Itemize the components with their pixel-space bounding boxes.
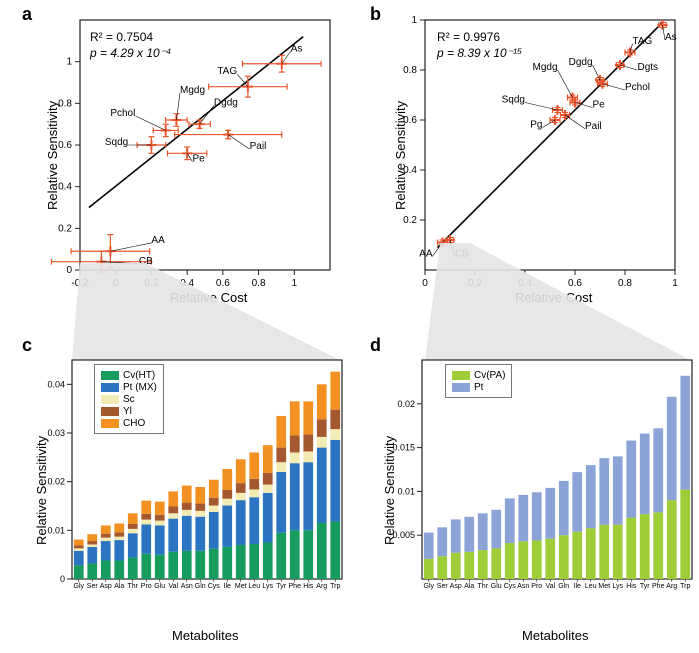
legend-label: Pt (MX) [123,382,157,393]
svg-text:Arg: Arg [666,583,677,590]
svg-text:Ser: Ser [437,583,449,590]
legend-c: Cv(HT)Pt (MX)ScYlCHO [94,364,164,434]
y-label-c: Relative Sensitivity [34,436,49,545]
svg-text:Tyr: Tyr [276,583,286,590]
legend-item: CHO [101,417,157,429]
legend-label: Sc [123,394,135,405]
legend-label: Cv(HT) [123,370,155,381]
svg-text:0.01: 0.01 [47,525,65,535]
svg-text:His: His [626,583,637,590]
svg-text:Ala: Ala [114,583,124,590]
svg-text:Gly: Gly [74,583,85,590]
svg-text:Val: Val [168,583,178,590]
svg-text:Lys: Lys [262,583,273,590]
svg-text:Leu: Leu [248,583,260,590]
svg-text:Leu: Leu [585,583,597,590]
svg-text:Phe: Phe [652,583,665,590]
legend-swatch [101,407,119,416]
x-label-d: Metabolites [522,628,588,643]
legend-swatch [101,395,119,404]
svg-text:Phe: Phe [289,583,302,590]
svg-text:Pro: Pro [531,583,542,590]
svg-text:Ile: Ile [224,583,232,590]
svg-text:Glu: Glu [154,583,165,590]
svg-text:Val: Val [545,583,555,590]
svg-text:Ser: Ser [87,583,99,590]
svg-text:Met: Met [235,583,247,590]
svg-text:Ala: Ala [464,583,474,590]
figure-container: a b c d -0.200.20.40.60.8100.20.40.60.81… [0,0,699,653]
legend-item: Yl [101,405,157,417]
svg-text:Asn: Asn [517,583,529,590]
svg-text:Glu: Glu [491,583,502,590]
svg-text:Trp: Trp [680,583,690,590]
svg-text:Gln: Gln [558,583,569,590]
legend-d: Cv(PA)Pt [445,364,512,398]
legend-item: Pt (MX) [101,381,157,393]
legend-label: Cv(PA) [474,370,505,381]
svg-text:Asp: Asp [450,583,462,590]
svg-text:0.04: 0.04 [47,379,65,389]
legend-swatch [101,419,119,428]
svg-text:0.01: 0.01 [397,486,415,496]
svg-text:0.02: 0.02 [47,477,65,487]
legend-swatch [452,371,470,380]
svg-text:His: His [303,583,314,590]
svg-text:Arg: Arg [316,583,327,590]
svg-text:Trp: Trp [330,583,340,590]
legend-item: Cv(HT) [101,369,157,381]
legend-label: Pt [474,382,483,393]
svg-text:Lys: Lys [612,583,623,590]
x-label-c: Metabolites [172,628,238,643]
svg-text:Thr: Thr [128,583,139,590]
legend-swatch [452,383,470,392]
svg-text:0.03: 0.03 [47,428,65,438]
svg-text:Pro: Pro [141,583,152,590]
svg-text:0.02: 0.02 [397,399,415,409]
svg-text:Ile: Ile [574,583,582,590]
svg-text:Asp: Asp [100,583,112,590]
legend-item: Pt [452,381,505,393]
svg-text:Asn: Asn [181,583,193,590]
svg-text:Thr: Thr [478,583,489,590]
legend-label: Yl [123,406,132,417]
legend-item: Cv(PA) [452,369,505,381]
y-label-d: Relative Sensitivity [382,436,397,545]
svg-text:Cys: Cys [504,583,517,590]
legend-label: CHO [123,418,145,429]
legend-swatch [101,371,119,380]
svg-text:Gln: Gln [195,583,206,590]
legend-swatch [101,383,119,392]
legend-item: Sc [101,393,157,405]
svg-text:0: 0 [60,574,65,584]
svg-text:Cys: Cys [208,583,221,590]
svg-text:Gly: Gly [424,583,435,590]
svg-text:Tyr: Tyr [640,583,650,590]
svg-text:Met: Met [598,583,610,590]
